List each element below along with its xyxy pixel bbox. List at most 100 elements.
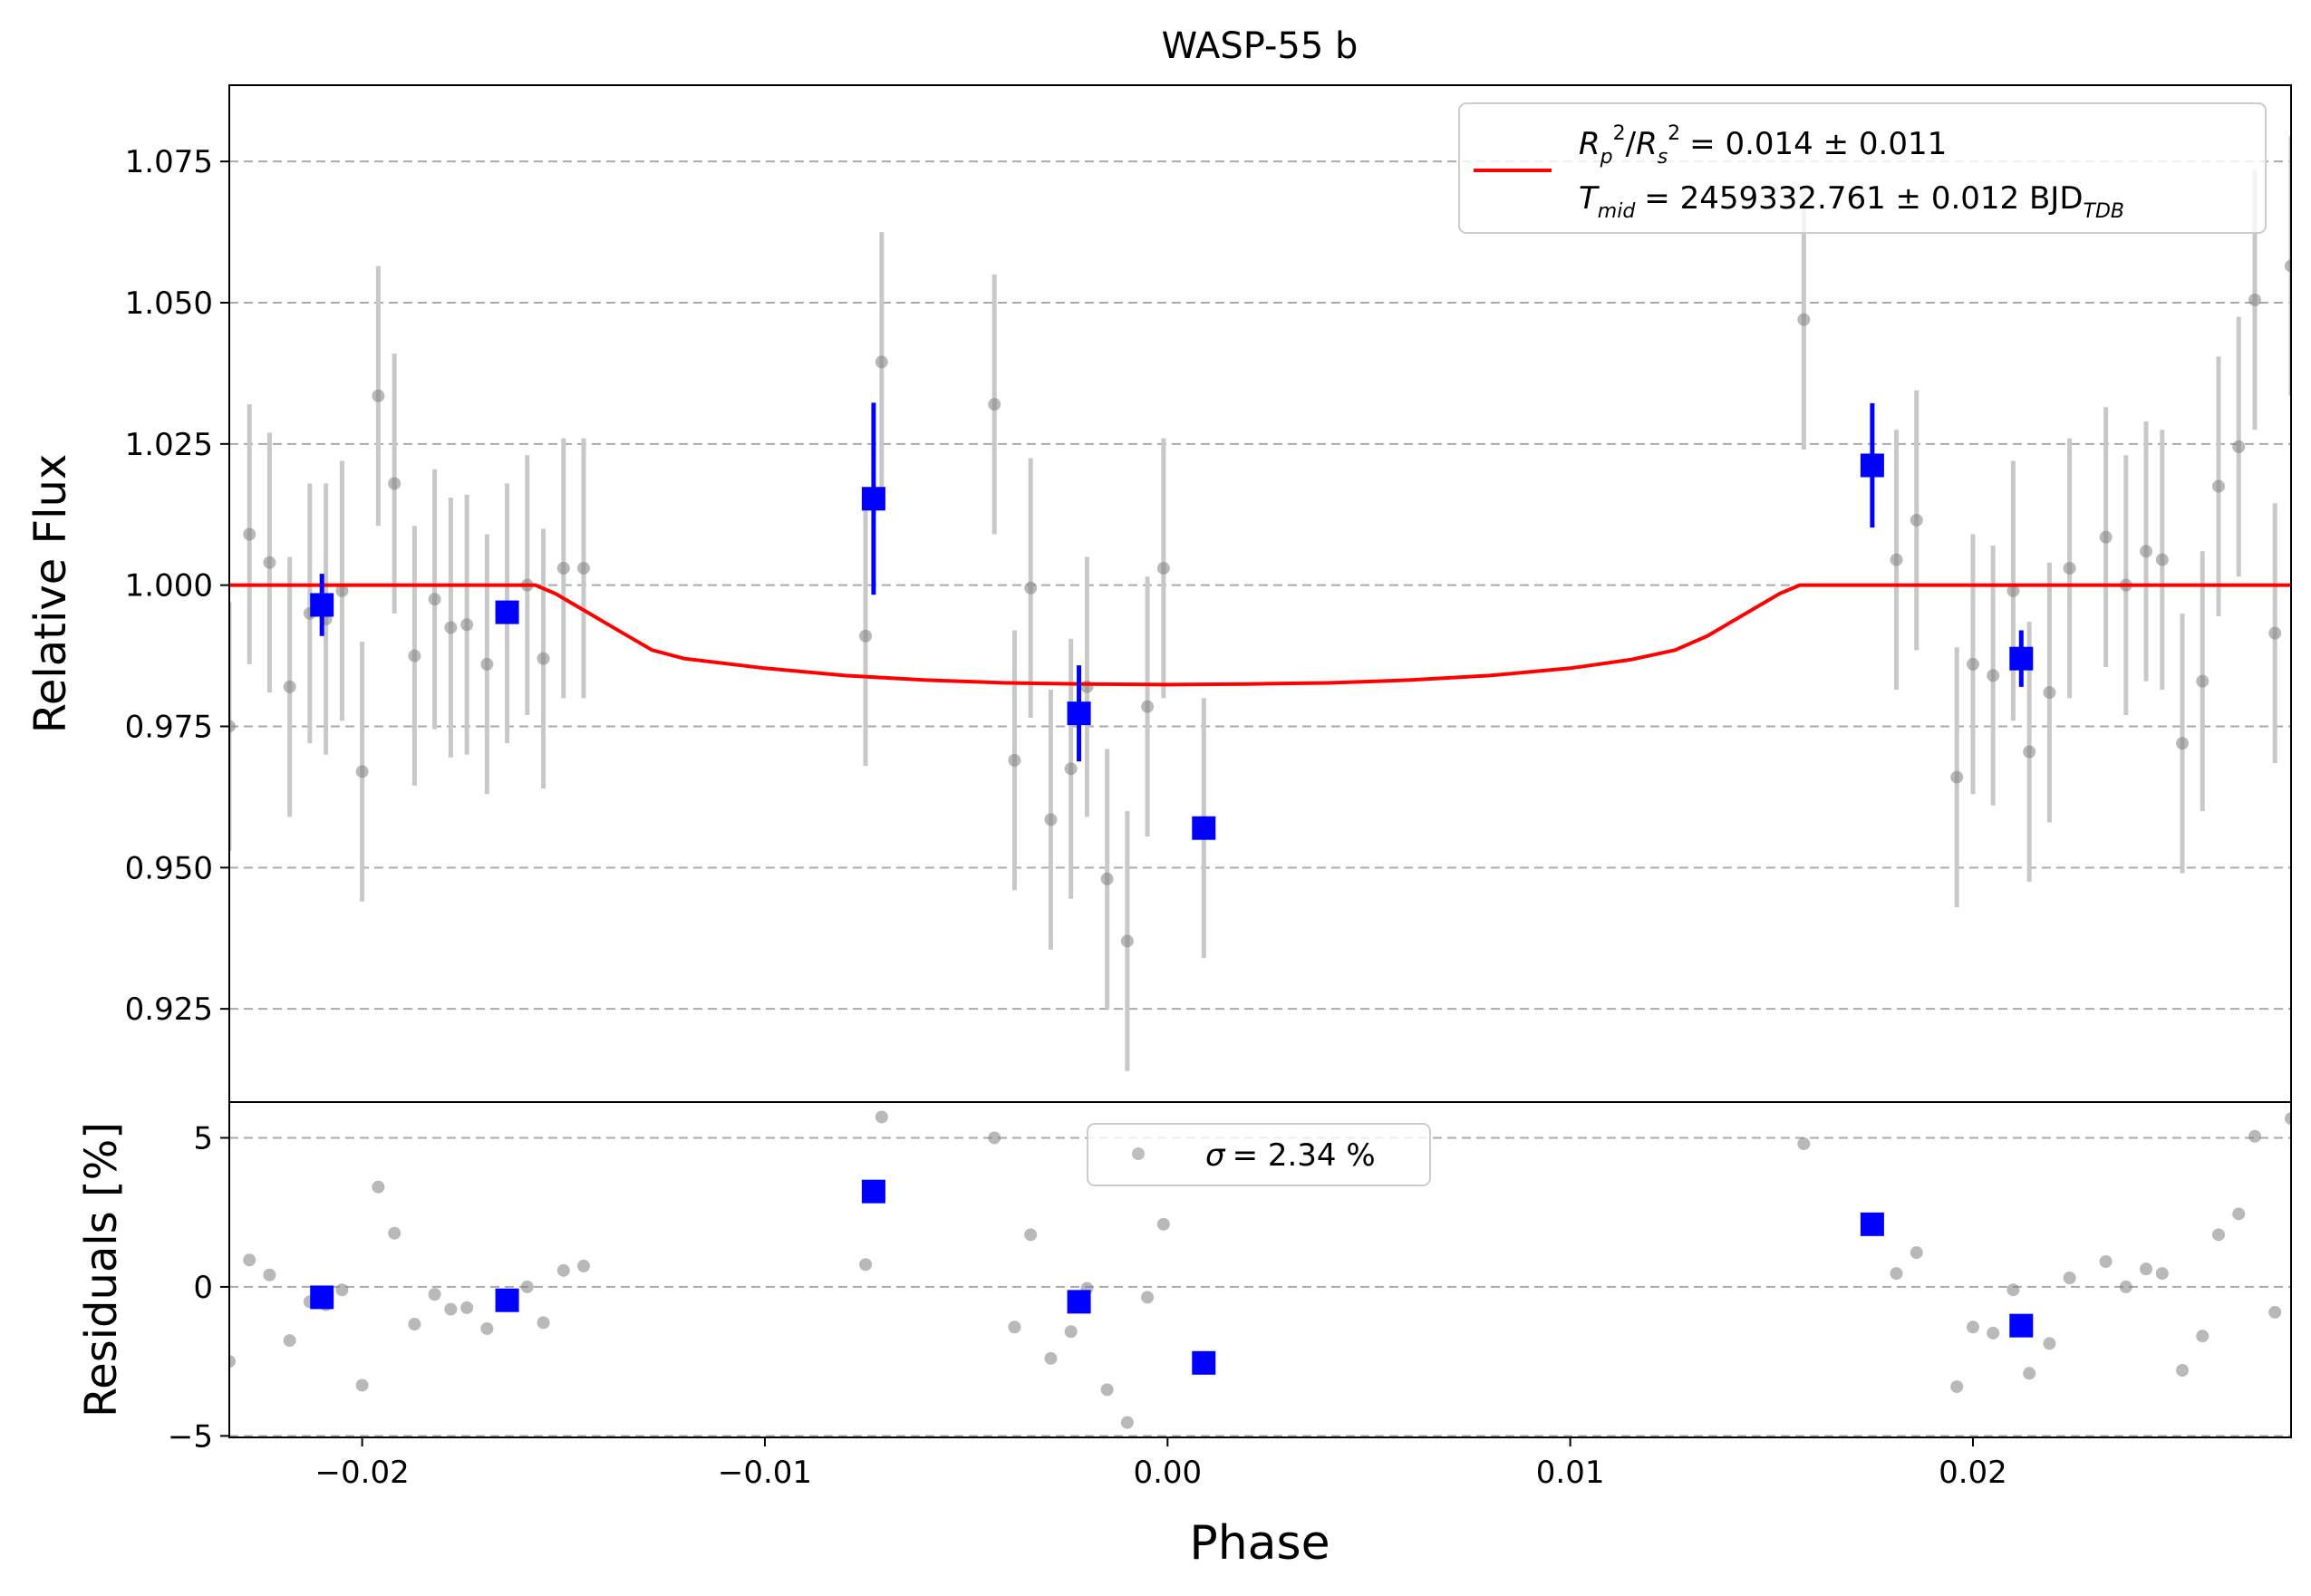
flux-y-tick-label: 1.025 xyxy=(125,427,213,463)
raw-point xyxy=(2248,293,2262,306)
residual-y-tick-label: 0 xyxy=(193,1270,213,1306)
raw-point xyxy=(1910,513,1923,527)
residual-raw-point xyxy=(1064,1325,1078,1339)
residual-raw-point xyxy=(875,1110,888,1124)
flux-axes-frame xyxy=(228,84,2292,1103)
flux-y-tick-label: 0.950 xyxy=(125,850,213,886)
tmid-value: = 2459332.761 ± 0.012 BJD xyxy=(1644,180,2083,217)
residual-raw-point xyxy=(988,1131,1001,1145)
residual-raw-point xyxy=(408,1318,421,1331)
raw-point xyxy=(2099,530,2113,544)
residual-binned-point xyxy=(495,1288,519,1312)
raw-point xyxy=(2268,626,2282,640)
residual-raw-point xyxy=(1910,1246,1923,1260)
raw-point xyxy=(875,355,888,369)
residual-raw-point xyxy=(1008,1320,1021,1334)
raw-point xyxy=(1890,553,1903,566)
sigma-value: = 2.34 % xyxy=(1233,1137,1376,1174)
residual-raw-point xyxy=(1890,1267,1903,1281)
raw-point xyxy=(460,618,474,632)
raw-point xyxy=(2006,584,2020,597)
residual-binned-point xyxy=(1067,1290,1091,1314)
raw-point xyxy=(480,657,494,671)
raw-point xyxy=(2140,545,2153,558)
residual-raw-point xyxy=(2212,1228,2226,1242)
transit-model-line xyxy=(229,583,2291,687)
residual-raw-point xyxy=(2023,1367,2036,1380)
binned-point xyxy=(1067,701,1091,726)
binned-point xyxy=(495,600,519,624)
residual-raw-point xyxy=(577,1259,591,1272)
residual-raw-point xyxy=(556,1263,570,1277)
raw-point xyxy=(859,629,873,643)
phase-x-tick-label: −0.01 xyxy=(718,1455,812,1491)
binned-point xyxy=(310,593,334,617)
flux-y-tick-label: 1.050 xyxy=(125,285,213,322)
raw-point xyxy=(1156,561,1170,575)
flux-y-ticks: 0.925 0.950 0.975 1.000 1.025 1.050 1.075 xyxy=(125,144,229,1028)
residual-y-ticks: −5 0 5 xyxy=(168,1120,229,1455)
residual-raw-point xyxy=(335,1283,349,1297)
raw-point xyxy=(388,477,401,490)
raw-errorbars xyxy=(229,136,2291,1071)
residual-raw-point xyxy=(355,1378,369,1392)
raw-point xyxy=(2285,259,2291,273)
residual-raw-point xyxy=(2006,1283,2020,1297)
model-legend-box xyxy=(1458,102,2267,234)
residual-raw-point xyxy=(2176,1364,2190,1377)
raw-point xyxy=(283,680,296,693)
binned-point xyxy=(1860,453,1884,478)
flux-y-tick-label: 0.975 xyxy=(125,709,213,745)
phase-x-tick-label: 0.01 xyxy=(1536,1455,1605,1491)
sigma-legend-box xyxy=(1087,1123,1431,1186)
residual-raw-point xyxy=(1044,1351,1058,1365)
raw-point xyxy=(988,398,1001,411)
residual-raw-point xyxy=(480,1321,494,1335)
residual-raw-point xyxy=(1987,1326,2000,1340)
raw-point xyxy=(335,584,349,597)
raw-point xyxy=(243,527,256,541)
rp-legend-text: Rp2/Rs2 = 0.014 ± 0.011 xyxy=(1579,122,1947,169)
raw-point xyxy=(229,720,236,733)
flux-y-axis-label: Relative Flux xyxy=(25,454,76,734)
residual-raw-point xyxy=(2232,1207,2246,1221)
phase-x-ticks: −0.02 −0.01 0.00 0.01 0.02 xyxy=(315,1437,2007,1491)
phase-x-axis-label: Phase xyxy=(1189,1516,1330,1571)
residuals-panel: −5 0 5 −0.02 −0.01 0.00 0.01 0.02 Residuals [%… xyxy=(76,1101,2292,1571)
residual-raw-point xyxy=(1024,1228,1038,1242)
raw-point xyxy=(1120,934,1134,948)
raw-point xyxy=(372,389,385,402)
residual-raw-point xyxy=(243,1253,256,1267)
residual-raw-point xyxy=(2285,1112,2291,1126)
raw-point xyxy=(1966,657,1979,671)
chart-title: WASP-55 b xyxy=(1162,25,1359,67)
raw-point xyxy=(537,652,550,665)
raw-point xyxy=(1044,813,1058,827)
residual-raw-point xyxy=(859,1258,873,1272)
residual-binned-point xyxy=(2009,1313,2034,1338)
raw-point xyxy=(2196,674,2209,688)
sigma-legend-text: σ = 2.34 % xyxy=(1205,1137,1376,1174)
residual-raw-point xyxy=(520,1280,534,1293)
sigma-legend: σ = 2.34 % xyxy=(1087,1123,1431,1186)
residual-raw-point xyxy=(388,1226,401,1240)
model-legend: Rp2/Rs2 = 0.014 ± 0.011 Tmid = 2459332.761… xyxy=(1458,102,2267,234)
sigma-legend-marker xyxy=(1132,1147,1145,1160)
residual-raw-point xyxy=(229,1355,236,1369)
phase-x-tick-label: 0.02 xyxy=(1939,1455,2007,1491)
raw-point xyxy=(1100,872,1114,885)
residual-raw-point xyxy=(1797,1137,1811,1151)
residual-raw-point xyxy=(444,1302,458,1316)
residual-binned-point xyxy=(1192,1350,1216,1375)
residual-axes-frame xyxy=(228,1101,2292,1438)
residual-raw-point xyxy=(460,1301,474,1314)
raw-point xyxy=(1008,753,1021,767)
residual-raw-point xyxy=(1950,1380,1964,1394)
raw-point xyxy=(577,561,591,575)
residual-y-tick-label: 5 xyxy=(193,1120,213,1156)
raw-point xyxy=(408,649,421,663)
flux-panel: 0.925 0.950 0.975 1.000 1.025 1.050 1.075 Rela… xyxy=(25,84,2292,1103)
raw-point xyxy=(1797,313,1811,326)
residual-raw-point xyxy=(2099,1254,2113,1268)
